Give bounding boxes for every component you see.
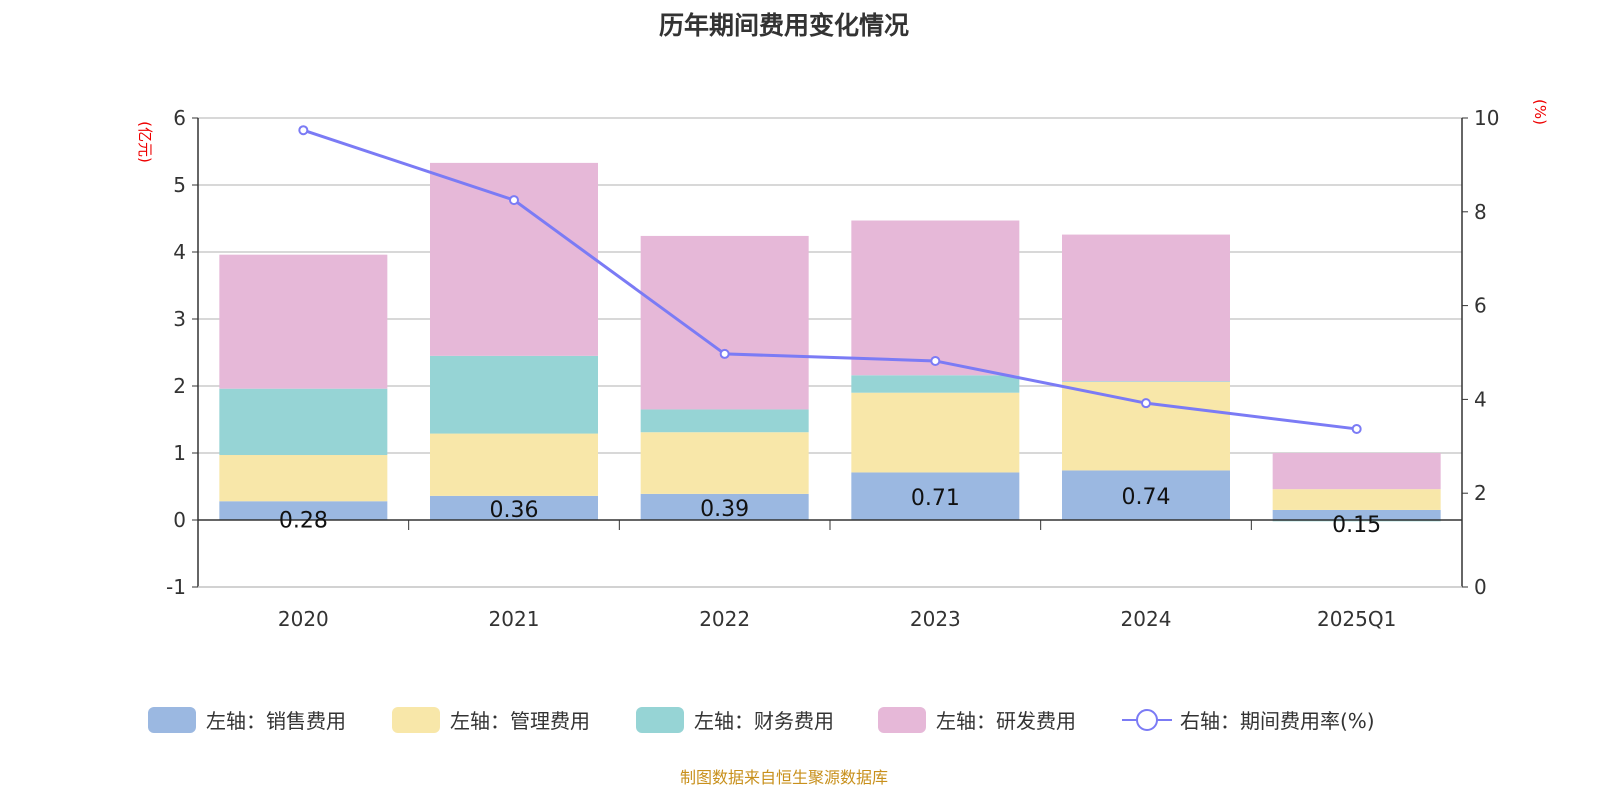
legend-swatch bbox=[636, 707, 684, 733]
x-tick-label: 2020 bbox=[278, 607, 329, 631]
bar-segment bbox=[640, 409, 809, 433]
bar-segment bbox=[219, 254, 388, 389]
source-note: 制图数据来自恒生聚源数据库 bbox=[679, 768, 888, 787]
bar-segment bbox=[430, 433, 598, 496]
right-tick-label: 8 bbox=[1474, 200, 1487, 224]
right-tick-label: 6 bbox=[1474, 294, 1487, 318]
rate-point bbox=[1351, 423, 1362, 434]
legend-label: 左轴：销售费用 bbox=[206, 709, 346, 733]
left-tick-label: 0 bbox=[173, 508, 186, 532]
left-tick-label: 1 bbox=[173, 441, 186, 465]
bar-segment bbox=[430, 355, 598, 434]
legend-label: 右轴：期间费用率(%) bbox=[1180, 709, 1375, 733]
bar-data-label: 0.28 bbox=[279, 509, 328, 534]
rate-line bbox=[302, 128, 1357, 431]
bar-segment bbox=[219, 388, 388, 456]
bar-segment bbox=[640, 432, 809, 494]
x-tick-label: 2021 bbox=[489, 607, 540, 631]
legend-circle-icon bbox=[1136, 709, 1158, 731]
bar-segment bbox=[640, 235, 809, 410]
bar-data-label: 0.36 bbox=[490, 498, 539, 523]
legend-swatch bbox=[148, 707, 196, 733]
bar-segment bbox=[851, 472, 1020, 520]
chart-title: 历年期间费用变化情况 bbox=[658, 11, 909, 40]
right-tick-label: 2 bbox=[1474, 481, 1487, 505]
left-tick-label: 3 bbox=[173, 307, 186, 331]
bar-segment bbox=[1272, 453, 1441, 490]
right-tick-label: 4 bbox=[1474, 387, 1487, 411]
bar-segment bbox=[1272, 489, 1441, 510]
bar-data-label: 0.39 bbox=[700, 497, 749, 522]
x-tick-label: 2023 bbox=[910, 607, 961, 631]
bar-segment bbox=[219, 455, 388, 502]
left-axis-unit: (亿元) bbox=[136, 121, 154, 163]
right-axis-unit: (%) bbox=[1531, 99, 1549, 125]
legend-label: 左轴：财务费用 bbox=[694, 709, 834, 733]
rate-point bbox=[509, 195, 519, 206]
bar-segment bbox=[1062, 381, 1230, 382]
bar-data-label: 0.15 bbox=[1332, 513, 1381, 538]
bar-segment bbox=[640, 493, 809, 520]
bar-segment bbox=[1272, 509, 1441, 520]
right-tick-label: 10 bbox=[1474, 106, 1499, 130]
left-tick-label: 6 bbox=[173, 106, 186, 130]
rate-point bbox=[1141, 398, 1151, 409]
bar-segment bbox=[851, 375, 1020, 393]
legend-swatch bbox=[878, 707, 926, 733]
bar-segment bbox=[430, 162, 598, 356]
bar-segment bbox=[1062, 234, 1230, 382]
x-tick-label: 2022 bbox=[699, 607, 750, 631]
left-tick-label: 5 bbox=[173, 173, 186, 197]
rate-point bbox=[298, 125, 309, 136]
bar-segment bbox=[219, 501, 388, 520]
legend-label: 左轴：研发费用 bbox=[936, 709, 1076, 733]
rate-point bbox=[930, 355, 941, 366]
bar-data-label: 0.71 bbox=[911, 486, 960, 511]
right-tick-label: 0 bbox=[1474, 575, 1487, 599]
bar-segment bbox=[430, 495, 598, 520]
legend-swatch bbox=[392, 707, 440, 733]
left-tick-label: 2 bbox=[173, 374, 186, 398]
bar-segment bbox=[851, 392, 1020, 473]
bar-segment bbox=[851, 220, 1020, 376]
x-tick-label: 2025Q1 bbox=[1317, 607, 1396, 631]
rate-point bbox=[719, 348, 730, 359]
left-tick-label: -1 bbox=[166, 575, 186, 599]
legend-label: 左轴：管理费用 bbox=[450, 709, 590, 733]
left-tick-label: 4 bbox=[173, 240, 186, 264]
bar-data-label: 0.74 bbox=[1122, 485, 1171, 510]
x-tick-label: 2024 bbox=[1121, 607, 1172, 631]
bar-segment bbox=[1062, 470, 1230, 520]
bar-segment bbox=[1062, 381, 1230, 471]
